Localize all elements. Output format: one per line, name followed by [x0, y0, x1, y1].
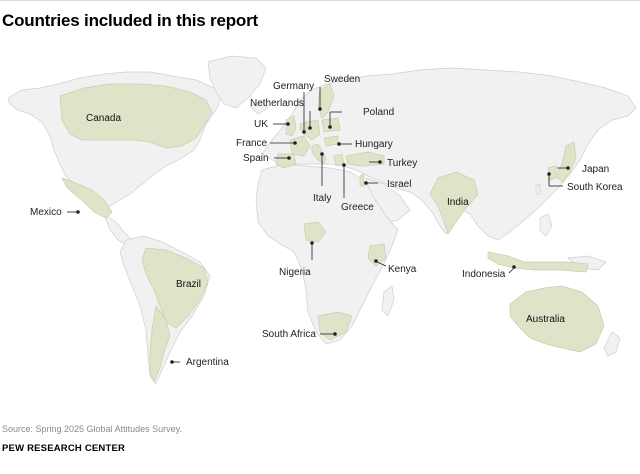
label-hungary: Hungary	[355, 139, 393, 150]
label-argentina: Argentina	[186, 357, 229, 368]
label-germany: Germany	[273, 81, 314, 92]
label-poland: Poland	[363, 107, 394, 118]
country-france	[289, 135, 311, 157]
country-uk	[285, 115, 297, 137]
label-netherlands: Netherlands	[250, 98, 304, 109]
label-italy: Italy	[313, 193, 331, 204]
page-title: Countries included in this report	[2, 11, 258, 30]
country-hungary	[323, 135, 339, 147]
land-new-zealand	[603, 331, 621, 357]
land-iceland	[249, 101, 269, 115]
label-spain: Spain	[243, 153, 269, 164]
country-canada	[59, 83, 213, 149]
country-israel	[359, 173, 365, 187]
label-south-korea: South Korea	[567, 182, 623, 193]
country-nigeria	[303, 221, 327, 243]
country-japan	[555, 141, 577, 183]
label-kenya: Kenya	[388, 264, 417, 275]
land-philippines	[539, 213, 553, 237]
country-brazil	[141, 247, 209, 329]
leader-dots	[76, 107, 570, 364]
world-map: Canada Mexico Brazil Argentina UK France…	[0, 40, 640, 410]
land-africa	[255, 163, 399, 345]
label-france: France	[236, 138, 268, 149]
label-australia: Australia	[526, 314, 565, 325]
country-argentina	[149, 305, 171, 383]
label-south-africa: South Africa	[262, 329, 316, 340]
brand-logo: PEW RESEARCH CENTER	[2, 443, 126, 454]
country-labels: Canada Mexico Brazil Argentina UK France…	[30, 74, 623, 368]
country-italy	[311, 143, 327, 165]
label-turkey: Turkey	[387, 158, 417, 169]
label-uk: UK	[254, 119, 268, 130]
country-australia	[509, 285, 605, 353]
label-mexico: Mexico	[30, 207, 62, 218]
label-sweden: Sweden	[324, 74, 360, 85]
label-brazil: Brazil	[176, 279, 201, 290]
label-nigeria: Nigeria	[279, 267, 311, 278]
label-israel: Israel	[387, 179, 411, 190]
included-countries	[59, 83, 605, 383]
base-land	[7, 55, 637, 385]
source-note: Source: Spring 2025 Global Attitudes Sur…	[2, 424, 182, 434]
label-greece: Greece	[341, 202, 374, 213]
country-poland	[321, 117, 341, 133]
top-rule	[0, 0, 640, 1]
label-japan: Japan	[582, 164, 609, 175]
country-spain	[275, 153, 297, 169]
label-indonesia: Indonesia	[462, 269, 506, 280]
country-mexico	[61, 177, 113, 219]
country-south-africa	[317, 311, 353, 341]
label-india: India	[447, 197, 469, 208]
land-madagascar	[381, 285, 395, 317]
country-kenya	[367, 243, 387, 267]
country-sweden	[317, 83, 335, 119]
country-turkey	[345, 151, 385, 167]
land-eurasia	[261, 67, 637, 241]
land-taiwan	[535, 183, 541, 195]
country-india	[429, 171, 479, 235]
label-canada: Canada	[86, 113, 121, 124]
land-greenland	[207, 55, 267, 109]
